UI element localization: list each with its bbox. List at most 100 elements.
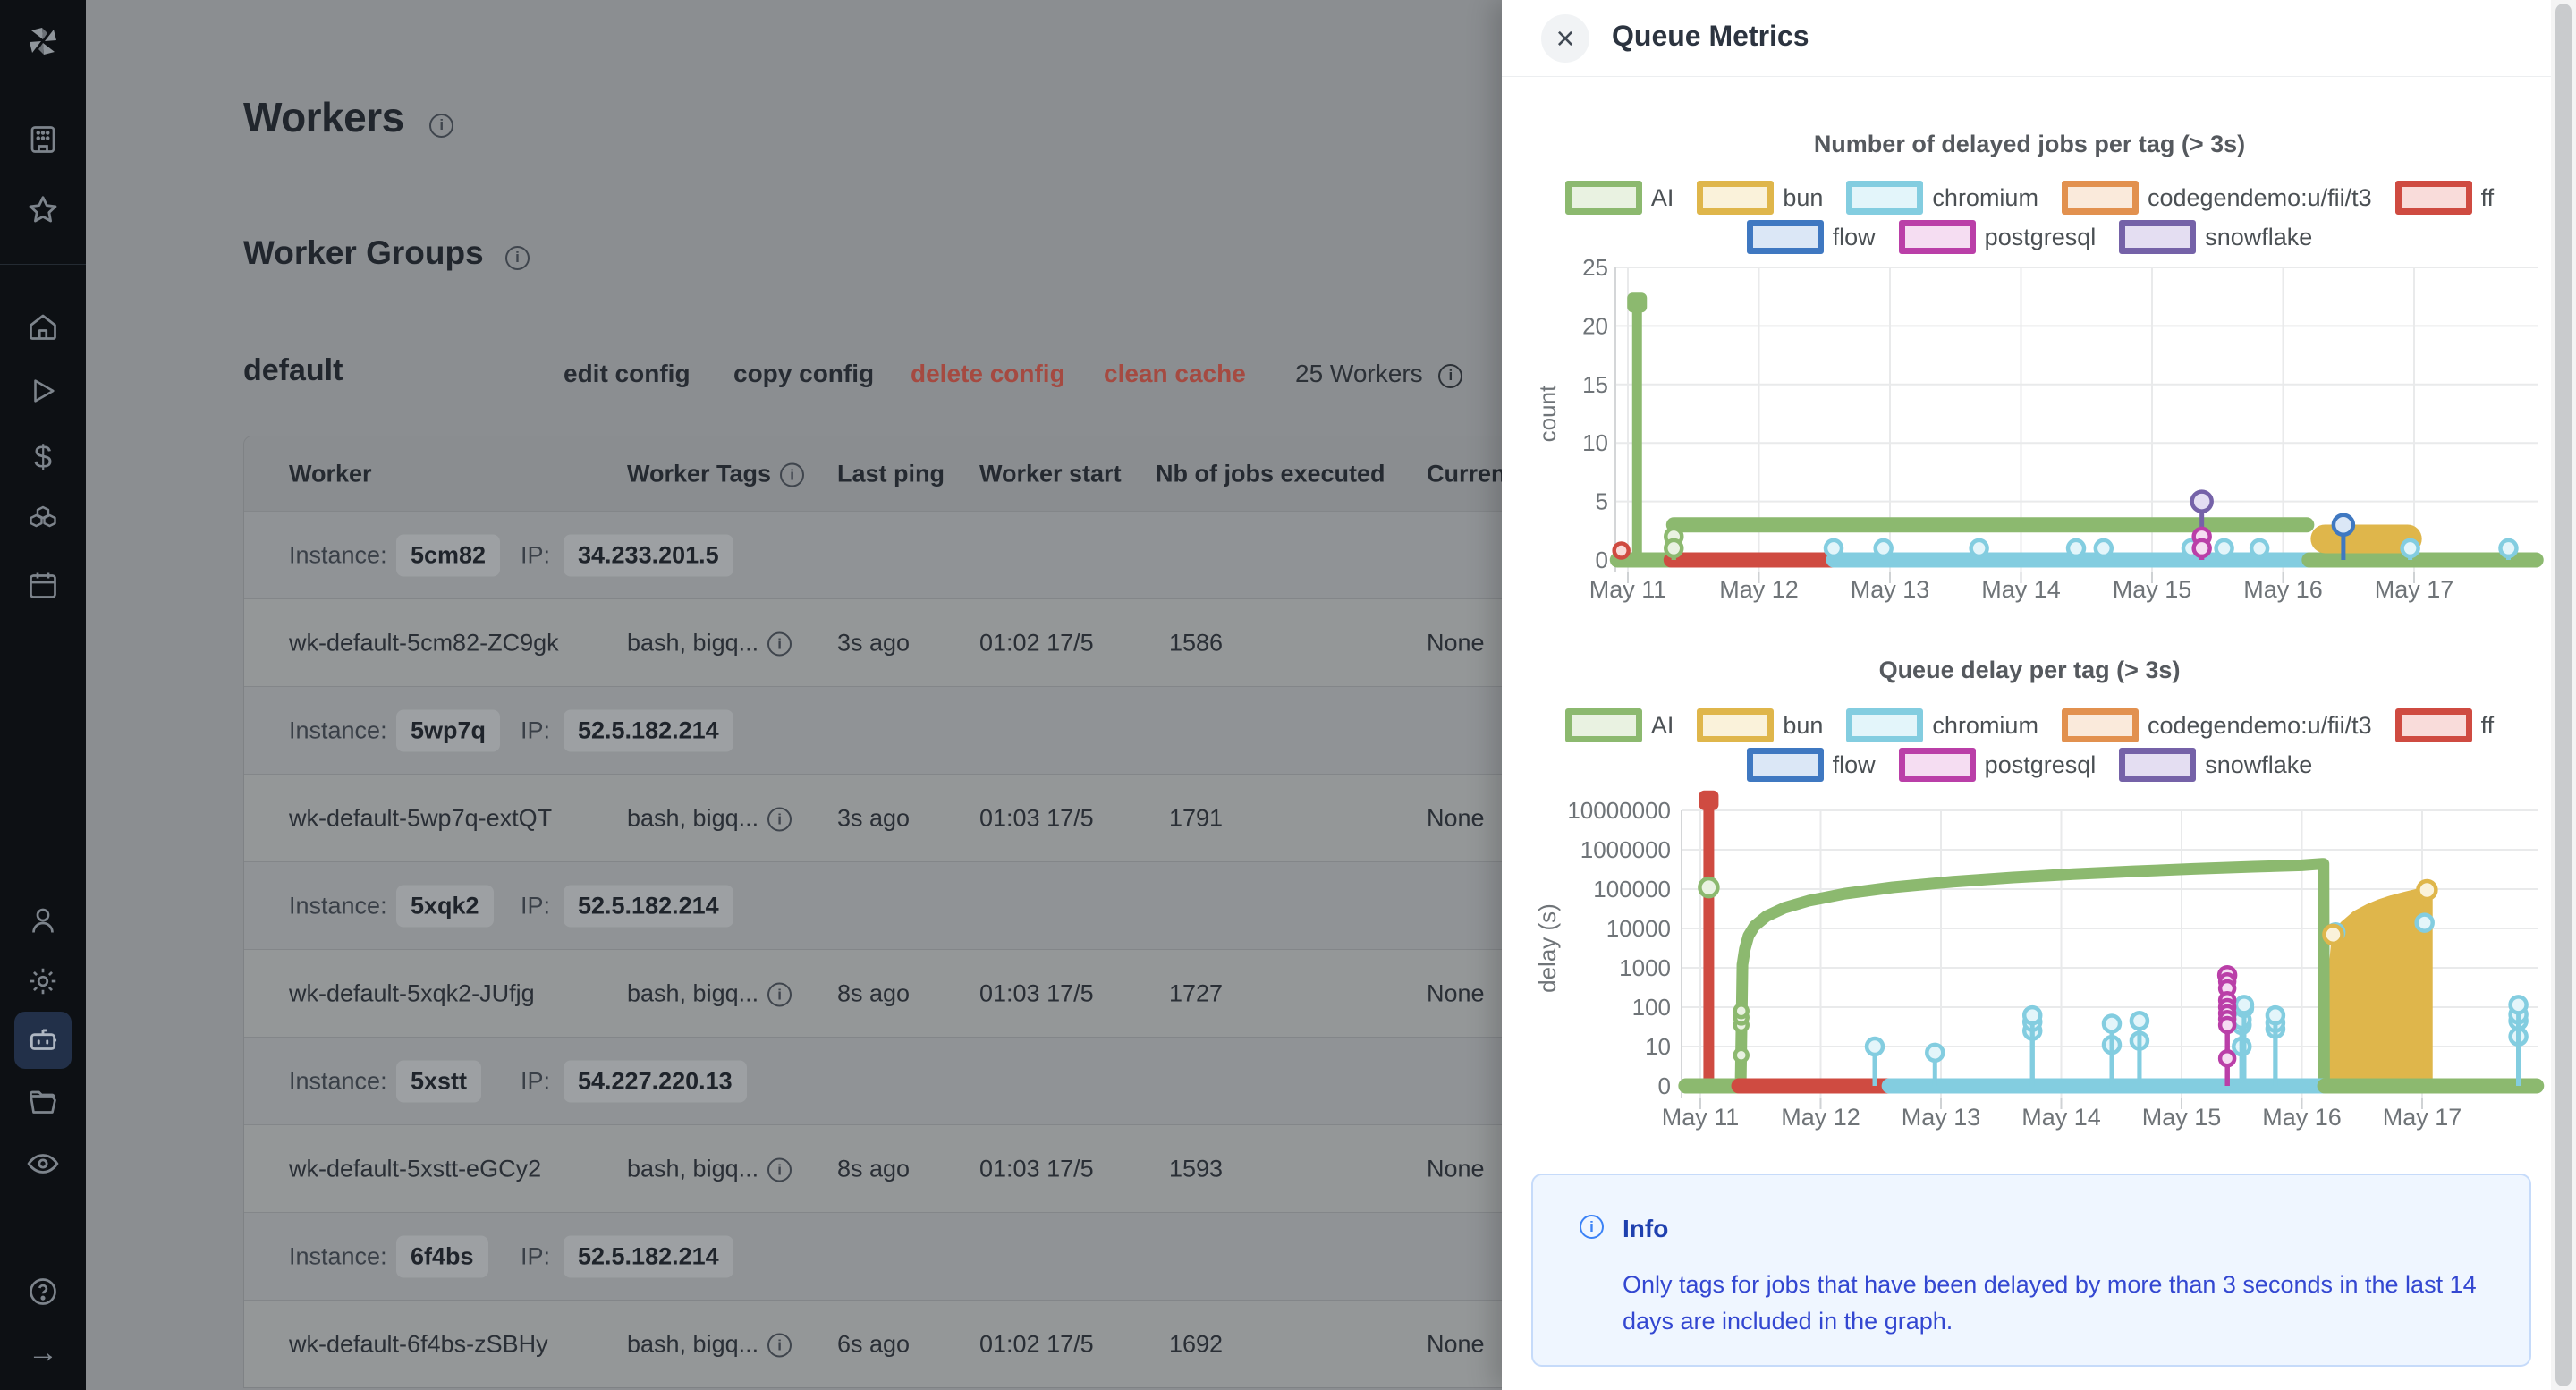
legend-item-codegendemo-u-fii-t3[interactable]: codegendemo:u/fii/t3 xyxy=(2061,181,2372,215)
sidebar-item-users[interactable] xyxy=(14,892,72,949)
jobs-executed: 1586 xyxy=(1169,629,1224,656)
drawer-header: × Queue Metrics xyxy=(1502,0,2576,77)
boxes-icon xyxy=(30,505,56,528)
legend-item-codegendemo-u-fii-t3[interactable]: codegendemo:u/fii/t3 xyxy=(2061,708,2372,742)
worker-tags: bash, bigq... i xyxy=(627,629,792,657)
info-icon[interactable]: i xyxy=(767,1157,792,1182)
legend-item-bun[interactable]: bun xyxy=(1697,181,1823,215)
info-icon[interactable]: i xyxy=(1438,363,1463,388)
sidebar-item-apps[interactable] xyxy=(14,111,72,168)
current-job: None xyxy=(1427,1155,1485,1182)
legend-label: codegendemo:u/fii/t3 xyxy=(2147,183,2372,211)
sidebar-item-workers[interactable] xyxy=(14,1012,72,1069)
sidebar-item-settings[interactable] xyxy=(14,953,72,1010)
legend-label: postgresql xyxy=(1984,750,2097,778)
scrollbar-thumb[interactable] xyxy=(2555,4,2572,1386)
chart2-queue-delay[interactable]: 0 10 100 1000 10000 100000 1000000 10000000 May … xyxy=(1502,787,2557,1156)
info-icon[interactable]: i xyxy=(504,245,530,270)
windmill-logo[interactable] xyxy=(14,13,72,70)
instance-row: Instance: 5xstt IP: 54.227.220.13 xyxy=(244,1037,1638,1124)
legend-swatch xyxy=(1697,708,1775,742)
instance-id-chip: 6f4bs xyxy=(396,1235,488,1277)
sidebar-item-folders[interactable] xyxy=(14,1074,72,1131)
svg-text:May 17: May 17 xyxy=(2383,1104,2462,1131)
sidebar-item-variables[interactable]: $ xyxy=(14,428,72,486)
col-worker-tags: Worker Tags i xyxy=(627,460,805,487)
edit-config-button[interactable]: edit config xyxy=(564,360,691,387)
legend-swatch xyxy=(1846,181,1924,215)
instance-id-chip: 5wp7q xyxy=(396,709,501,751)
legend-item-snowflake[interactable]: snowflake xyxy=(2119,220,2312,254)
user-icon xyxy=(32,908,54,933)
legend-item-flow[interactable]: flow xyxy=(1746,220,1876,254)
worker-name: wk-default-5xstt-eGCy2 xyxy=(289,1155,542,1182)
copy-config-button[interactable]: copy config xyxy=(733,360,875,387)
col-last-ping: Last ping xyxy=(837,460,945,487)
legend-item-postgresql[interactable]: postgresql xyxy=(1898,220,2096,254)
sidebar-item-schedules[interactable] xyxy=(14,556,72,614)
legend-item-ai[interactable]: AI xyxy=(1564,708,1674,742)
sidebar-item-resources[interactable] xyxy=(14,492,72,549)
legend-item-ff[interactable]: ff xyxy=(2394,708,2494,742)
sidebar-item-collapse[interactable]: → xyxy=(14,1324,72,1381)
instance-ip-chip: 54.227.220.13 xyxy=(564,1060,747,1102)
legend-label: flow xyxy=(1832,223,1876,250)
svg-text:May 14: May 14 xyxy=(1981,576,2061,603)
sidebar-item-home[interactable] xyxy=(14,298,72,355)
legend-label: bun xyxy=(1783,711,1824,739)
info-icon[interactable]: i xyxy=(767,982,792,1007)
legend-item-snowflake[interactable]: snowflake xyxy=(2119,748,2312,782)
legend-item-ai[interactable]: AI xyxy=(1564,181,1674,215)
info-icon[interactable]: i xyxy=(429,113,454,138)
sidebar: $ xyxy=(0,0,86,1390)
info-icon[interactable]: i xyxy=(767,1333,792,1358)
chart1-delayed-jobs[interactable]: 0 5 10 15 20 25 May 11 May 12 May 13 May 14 May 15… xyxy=(1502,259,2557,617)
drawer-scrollbar[interactable] xyxy=(2551,0,2576,1390)
instance-ip-chip: 52.5.182.214 xyxy=(564,1235,733,1277)
folder-open-icon xyxy=(30,1090,56,1114)
current-job: None xyxy=(1427,804,1485,831)
legend-row: flow postgresql snowflake xyxy=(1746,220,2312,254)
clean-cache-button[interactable]: clean cache xyxy=(1104,360,1246,387)
instance-id-chip: 5xstt xyxy=(396,1060,482,1102)
worker-name: wk-default-5cm82-ZC9gk xyxy=(289,629,559,656)
svg-text:May 11: May 11 xyxy=(1662,1104,1740,1131)
worker-start: 01:03 17/5 xyxy=(979,1155,1094,1182)
sidebar-item-help[interactable] xyxy=(14,1263,72,1320)
sidebar-item-audit[interactable] xyxy=(14,1135,72,1192)
info-icon[interactable]: i xyxy=(767,807,792,832)
delete-config-button[interactable]: delete config xyxy=(911,360,1065,387)
legend-row: flow postgresql snowflake xyxy=(1746,748,2312,782)
worker-tags: bash, bigq... i xyxy=(627,1330,792,1358)
col-current: Current xyxy=(1427,460,1514,487)
play-icon xyxy=(34,379,55,403)
legend-swatch xyxy=(2061,181,2139,215)
info-icon[interactable]: i xyxy=(780,462,805,487)
svg-text:May 16: May 16 xyxy=(2262,1104,2342,1131)
sidebar-item-runs[interactable] xyxy=(14,362,72,420)
gear-icon xyxy=(30,968,56,995)
svg-text:10: 10 xyxy=(1582,429,1608,456)
legend-swatch xyxy=(1564,708,1642,742)
legend-item-ff[interactable]: ff xyxy=(2394,181,2494,215)
sidebar-item-favorites[interactable] xyxy=(14,182,72,239)
legend-item-postgresql[interactable]: postgresql xyxy=(1898,748,2097,782)
legend-row: AI bun chromium codegendemo:u/fii/t3 ff xyxy=(1564,708,2494,742)
robot-icon xyxy=(29,1029,57,1050)
legend-swatch xyxy=(2394,181,2472,215)
close-icon[interactable]: × xyxy=(1541,14,1589,63)
svg-text:10: 10 xyxy=(1645,1033,1671,1060)
info-icon[interactable]: i xyxy=(767,631,792,657)
legend-swatch xyxy=(2119,748,2197,782)
legend-item-flow[interactable]: flow xyxy=(1746,748,1876,782)
calendar-icon xyxy=(30,572,56,598)
legend-label: AI xyxy=(1650,183,1674,211)
svg-text:10000: 10000 xyxy=(1606,915,1671,942)
legend-item-bun[interactable]: bun xyxy=(1697,708,1823,742)
ip-label: IP: xyxy=(521,541,551,568)
svg-text:delay (s): delay (s) xyxy=(1534,903,1561,993)
section-title: Worker Groups i xyxy=(243,234,530,272)
legend-item-chromium[interactable]: chromium xyxy=(1846,708,2038,742)
instance-row: Instance: 6f4bs IP: 52.5.182.214 xyxy=(244,1212,1638,1300)
legend-item-chromium[interactable]: chromium xyxy=(1846,181,2038,215)
